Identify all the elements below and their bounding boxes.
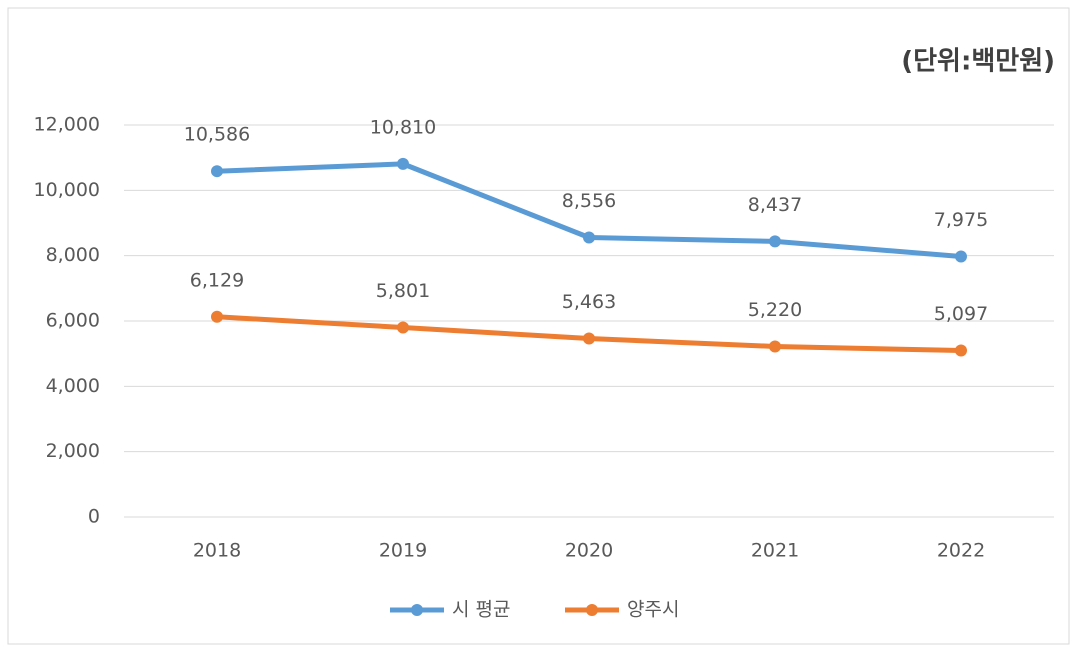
data-point bbox=[583, 231, 595, 244]
data-label: 5,097 bbox=[934, 303, 988, 325]
y-tick-label: 0 bbox=[88, 506, 100, 528]
y-tick-label: 12,000 bbox=[34, 114, 100, 136]
data-point bbox=[397, 321, 409, 334]
y-tick-label: 2,000 bbox=[46, 440, 100, 462]
data-point bbox=[211, 310, 223, 323]
data-label: 10,810 bbox=[370, 116, 436, 138]
data-label: 8,556 bbox=[562, 190, 616, 212]
x-tick-label: 2022 bbox=[937, 540, 985, 562]
data-label: 8,437 bbox=[748, 194, 802, 216]
x-tick-label: 2020 bbox=[565, 540, 613, 562]
x-tick-label: 2021 bbox=[751, 540, 799, 562]
data-label: 6,129 bbox=[190, 269, 244, 291]
data-label: 5,463 bbox=[562, 291, 616, 313]
data-label: 5,801 bbox=[376, 280, 430, 302]
data-label: 5,220 bbox=[748, 299, 802, 321]
y-tick-label: 8,000 bbox=[46, 244, 100, 266]
x-tick-label: 2019 bbox=[379, 540, 427, 562]
data-point bbox=[211, 165, 223, 178]
legend-marker bbox=[586, 604, 598, 616]
legend-marker bbox=[411, 604, 423, 616]
data-point bbox=[769, 235, 781, 248]
data-point bbox=[583, 332, 595, 345]
y-tick-label: 6,000 bbox=[46, 310, 100, 332]
legend-label: 시 평균 bbox=[452, 599, 510, 621]
x-tick-label: 2018 bbox=[193, 540, 241, 562]
unit-annotation: (단위:백만원) bbox=[901, 47, 1055, 77]
data-point bbox=[955, 344, 967, 357]
data-point bbox=[397, 157, 409, 170]
data-label: 7,975 bbox=[934, 209, 988, 231]
legend-label: 양주시 bbox=[627, 599, 679, 621]
y-tick-label: 4,000 bbox=[46, 375, 100, 397]
data-label: 10,586 bbox=[184, 124, 250, 146]
data-point bbox=[955, 250, 967, 263]
y-tick-label: 10,000 bbox=[34, 179, 100, 201]
data-point bbox=[769, 340, 781, 353]
chart-border bbox=[7, 7, 1070, 645]
